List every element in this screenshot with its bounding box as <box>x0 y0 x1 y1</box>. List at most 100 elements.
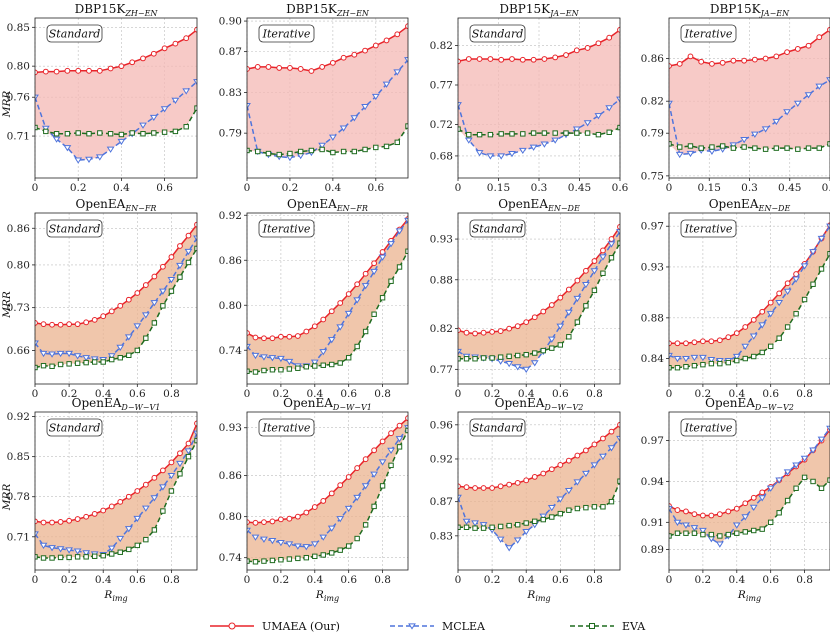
mclea-point <box>106 146 115 153</box>
mclea-point <box>686 150 695 158</box>
umaea-point <box>354 465 361 471</box>
eva-point <box>532 518 538 525</box>
panel-title-subscript: EN−DE <box>757 204 790 213</box>
mclea-point <box>184 248 193 256</box>
eva-series <box>669 251 830 371</box>
umaea-point <box>716 511 723 518</box>
panel-title-main: OpenEA <box>709 197 759 211</box>
mclea-point <box>378 254 387 261</box>
umaea-point <box>669 340 672 347</box>
eva-point <box>177 471 183 477</box>
y-tick-label: 0.94 <box>641 476 665 488</box>
y-tick-label: 0.88 <box>641 312 664 324</box>
mclea-point <box>804 92 813 99</box>
eva-point <box>160 303 166 309</box>
eva-point <box>134 542 141 549</box>
mclea-point <box>193 430 197 437</box>
umaea-point <box>194 221 197 228</box>
umaea-point <box>294 333 301 339</box>
mclea-point <box>826 77 830 84</box>
mode-badge <box>680 24 737 43</box>
y-tick-label: 0.66 <box>7 345 31 357</box>
mclea-point <box>41 125 50 132</box>
mclea-point <box>327 337 336 344</box>
mclea-point <box>171 97 180 104</box>
eva-point <box>514 522 521 528</box>
mode-badge <box>46 418 103 437</box>
mode-badge-label: Iterative <box>684 28 733 41</box>
eva-point <box>793 485 799 491</box>
eva-point <box>584 130 591 136</box>
mclea-point <box>669 352 673 360</box>
legend: UMAEA (Our) MCLEA EVA <box>210 620 646 633</box>
mclea-point <box>741 343 750 350</box>
mclea-point <box>682 355 690 363</box>
eva-point <box>674 530 681 536</box>
mode-badge-label: Iterative <box>262 422 311 435</box>
umaea-point <box>379 249 386 255</box>
umaea-series <box>669 26 830 69</box>
umaea-point <box>286 515 293 522</box>
legend-item-mclea: MCLEA <box>390 620 486 633</box>
y-tick-label: 0.82 <box>430 323 453 335</box>
eva-series <box>247 123 408 158</box>
umaea-point <box>345 291 352 297</box>
eva-point <box>109 356 115 363</box>
eva-point <box>687 143 694 149</box>
mclea-point <box>826 425 830 432</box>
umaea-point <box>476 56 483 62</box>
x-tick-label: 0.4 <box>518 388 535 400</box>
umaea-point <box>733 505 740 512</box>
eva-point <box>523 520 529 526</box>
eva-point <box>683 363 689 370</box>
y-tick-label: 0.80 <box>219 511 242 523</box>
eva-point <box>126 352 132 358</box>
umaea-point <box>261 335 267 342</box>
eva-series <box>458 124 620 138</box>
eva-point <box>810 281 816 287</box>
eva-point <box>818 485 825 491</box>
eva-point <box>784 324 791 330</box>
plot-frame <box>34 17 198 179</box>
eva-point <box>514 352 521 359</box>
mclea-point <box>133 515 142 523</box>
panel-title-subscript: EN−DE <box>547 204 580 213</box>
mclea-point <box>547 336 556 343</box>
umaea-point <box>297 66 304 72</box>
mclea-point <box>758 495 767 502</box>
mclea-point <box>90 356 99 363</box>
y-tick-label: 0.84 <box>641 353 665 365</box>
eva-point <box>86 131 92 137</box>
umaea-point <box>565 457 572 464</box>
mclea-point <box>74 157 83 164</box>
mclea-point <box>141 505 150 512</box>
mclea-point <box>616 229 620 236</box>
legend-item-umaea: UMAEA (Our) <box>210 620 340 633</box>
eva-point <box>549 345 555 351</box>
panel-title-subscript: EN−FR <box>336 204 368 213</box>
plot-frame <box>457 212 621 385</box>
mclea-point <box>815 83 824 90</box>
umaea-point <box>465 56 472 62</box>
eva-point <box>354 343 360 350</box>
eva-point <box>329 361 335 368</box>
panel-title: OpenEAEN−FR <box>76 197 157 213</box>
eva-point <box>337 547 343 553</box>
y-tick-label: 0.97 <box>641 435 664 447</box>
mclea-point <box>594 113 603 120</box>
umaea-point <box>552 54 559 61</box>
eva-point <box>752 145 758 151</box>
eva-line <box>458 126 620 136</box>
eva-point <box>345 355 352 361</box>
mode-badge <box>46 219 103 238</box>
umaea-point <box>91 510 98 517</box>
eva-point <box>463 356 470 362</box>
gap-fill-area <box>35 29 197 161</box>
eva-point <box>480 355 487 361</box>
eva-point <box>91 359 98 365</box>
mclea-point <box>48 545 56 552</box>
umaea-point <box>514 323 521 330</box>
eva-point <box>595 131 602 138</box>
mclea-point <box>817 436 826 443</box>
umaea-point <box>371 260 378 267</box>
